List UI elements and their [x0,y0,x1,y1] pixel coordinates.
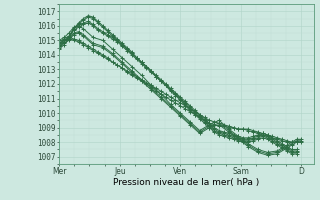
X-axis label: Pression niveau de la mer( hPa ): Pression niveau de la mer( hPa ) [113,178,260,187]
